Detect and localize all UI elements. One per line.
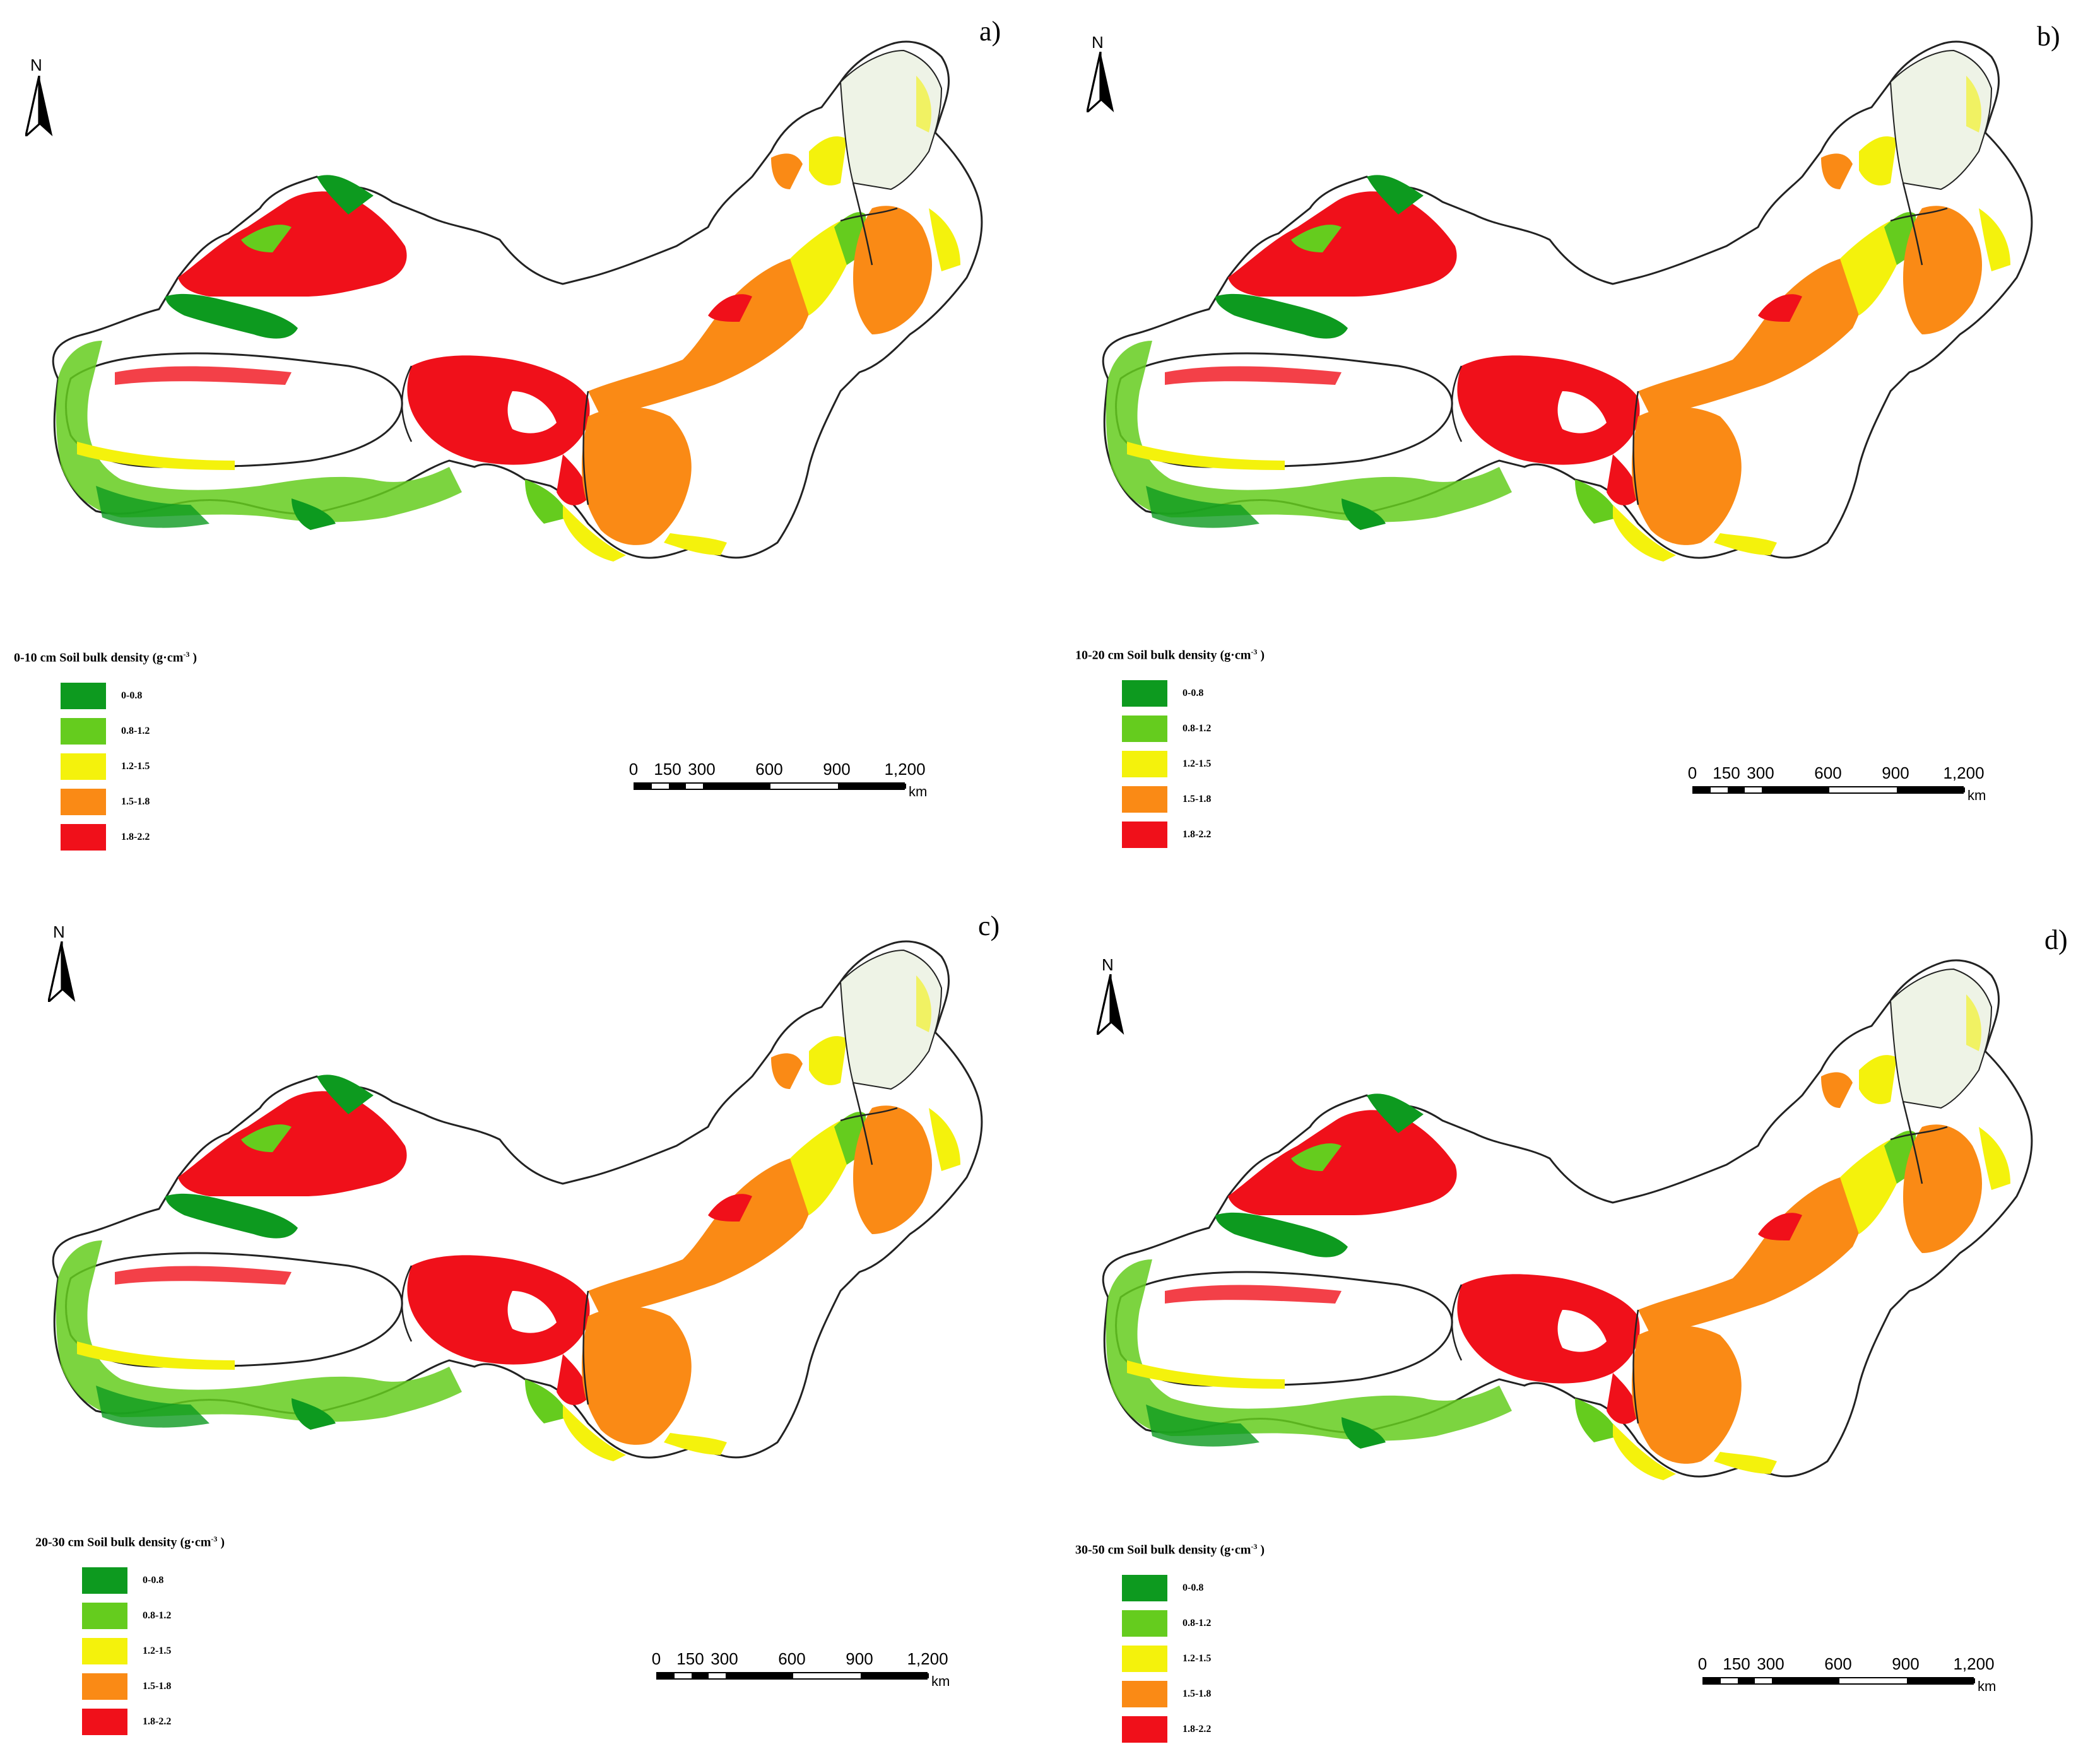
panel-d: d) N 30-50 cm Soil bulk density (g·cm-3 … bbox=[1050, 874, 2100, 1749]
legend-item: 0.8-1.2 bbox=[82, 1598, 225, 1634]
legend-item: 1.5-1.8 bbox=[1122, 1676, 1265, 1712]
legend-item: 1.2-1.5 bbox=[82, 1634, 225, 1669]
soil-bulk-density-map bbox=[0, 900, 1050, 1531]
panel-a: a) N 0-10 cm Soil bulk density (g·cm-3 )… bbox=[0, 0, 1050, 874]
legend-swatch bbox=[1122, 1645, 1167, 1672]
legend-swatch bbox=[1122, 715, 1167, 742]
scale-bar: 0 150 300 600 900 1,200 km bbox=[651, 1649, 950, 1689]
legend-swatch bbox=[1122, 750, 1167, 777]
soil-bulk-density-map bbox=[1050, 0, 2100, 631]
legend: 10-20 cm Soil bulk density (g·cm-3 ) 0-0… bbox=[1075, 647, 1265, 852]
panel-b: b) N 10-20 cm Soil bulk density (g·cm-3 … bbox=[1050, 0, 2100, 874]
legend-item: 0.8-1.2 bbox=[1122, 711, 1265, 746]
legend-item: 1.8-2.2 bbox=[1122, 817, 1265, 852]
legend-swatch bbox=[61, 753, 106, 780]
legend-item: 1.8-2.2 bbox=[82, 1704, 225, 1740]
legend-item: 1.2-1.5 bbox=[1122, 1641, 1265, 1676]
scale-bar: 0 150 300 600 900 1,200 km bbox=[1697, 1654, 1997, 1694]
legend-swatch bbox=[82, 1708, 127, 1735]
legend-title: 20-30 cm Soil bulk density (g·cm-3 ) bbox=[35, 1534, 225, 1550]
legend-item: 1.5-1.8 bbox=[61, 784, 197, 820]
legend-item: 1.2-1.5 bbox=[61, 749, 197, 784]
legend-swatch bbox=[1122, 680, 1167, 707]
north-label: N bbox=[1102, 955, 1114, 974]
legend-swatch bbox=[82, 1602, 127, 1629]
legend-item: 1.8-2.2 bbox=[61, 820, 197, 855]
north-label: N bbox=[1092, 33, 1104, 52]
legend-swatch bbox=[1122, 1574, 1167, 1601]
legend-item: 0-0.8 bbox=[82, 1563, 225, 1598]
legend-swatch bbox=[1122, 821, 1167, 848]
legend: 20-30 cm Soil bulk density (g·cm-3 ) 0-0… bbox=[35, 1534, 225, 1740]
legend-item: 1.5-1.8 bbox=[82, 1669, 225, 1704]
legend-swatch bbox=[61, 717, 106, 745]
legend-item: 1.8-2.2 bbox=[1122, 1712, 1265, 1747]
legend-item: 0.8-1.2 bbox=[1122, 1606, 1265, 1641]
legend-swatch bbox=[82, 1673, 127, 1700]
legend-swatch bbox=[1122, 1716, 1167, 1743]
legend-item: 0-0.8 bbox=[61, 678, 197, 714]
panel-c: c) N 20-30 cm Soil bulk density (g·cm-3 … bbox=[0, 874, 1050, 1749]
soil-bulk-density-map bbox=[0, 0, 1050, 631]
legend-title: 0-10 cm Soil bulk density (g·cm-3 ) bbox=[14, 650, 198, 665]
legend-item: 1.2-1.5 bbox=[1122, 746, 1265, 782]
legend-title: 30-50 cm Soil bulk density (g·cm-3 ) bbox=[1075, 1542, 1265, 1557]
legend-title: 10-20 cm Soil bulk density (g·cm-3 ) bbox=[1075, 647, 1265, 662]
legend-item: 1.5-1.8 bbox=[1122, 782, 1265, 817]
legend-swatch bbox=[61, 682, 106, 709]
scale-bar: 0 150 300 600 900 1,200 km bbox=[628, 760, 928, 799]
legend: 0-10 cm Soil bulk density (g·cm-3 ) 0-0.… bbox=[14, 650, 197, 855]
legend: 30-50 cm Soil bulk density (g·cm-3 ) 0-0… bbox=[1075, 1542, 1265, 1747]
legend-item: 0-0.8 bbox=[1122, 676, 1265, 711]
soil-bulk-density-map bbox=[1050, 919, 2100, 1550]
panel-letter-b: b) bbox=[2037, 21, 2060, 52]
scale-bar: 0 150 300 600 900 1,200 km bbox=[1687, 763, 1986, 803]
legend-swatch bbox=[1122, 786, 1167, 813]
north-label: N bbox=[53, 922, 65, 941]
legend-swatch bbox=[82, 1567, 127, 1594]
legend-swatch bbox=[1122, 1610, 1167, 1637]
legend-swatch bbox=[61, 788, 106, 815]
panel-letter-a: a) bbox=[979, 16, 1001, 47]
panel-letter-d: d) bbox=[2044, 924, 2068, 955]
panel-letter-c: c) bbox=[978, 910, 1000, 941]
legend-swatch bbox=[1122, 1680, 1167, 1707]
legend-item: 0-0.8 bbox=[1122, 1570, 1265, 1606]
north-label: N bbox=[30, 56, 42, 74]
legend-item: 0.8-1.2 bbox=[61, 714, 197, 749]
legend-swatch bbox=[61, 823, 106, 851]
legend-swatch bbox=[82, 1637, 127, 1664]
